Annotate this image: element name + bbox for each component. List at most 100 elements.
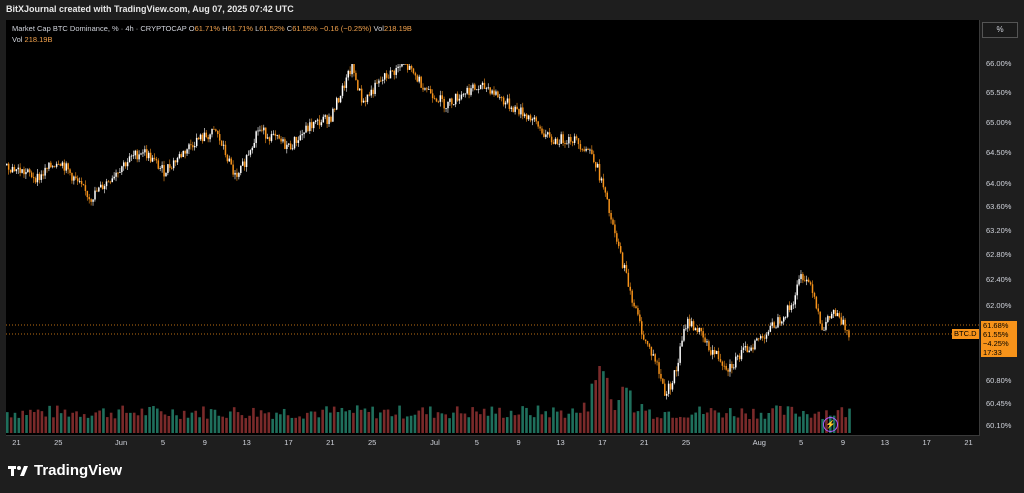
volume-bar [590,383,594,433]
volume-bar [182,410,186,433]
candle-body [270,134,273,141]
candle-body [174,160,177,163]
candle-body [50,162,52,168]
volume-bar [467,417,471,433]
candle-body [834,309,837,317]
volume-bar [44,416,48,433]
volume-bar [105,417,109,433]
candle-body [683,328,685,341]
candle-body [698,327,701,333]
x-tick-label: 9 [840,438,846,447]
candle-body [391,70,394,72]
candle-body [13,166,16,172]
volume-bar [282,408,286,433]
volume-bar [225,417,228,433]
candle-body [140,153,142,155]
volume-bar [609,399,613,433]
volume-bar [6,412,9,433]
volume-bar [329,412,332,433]
candle-body [94,190,96,200]
candle-body [447,101,449,109]
candle-body [76,178,79,182]
candle-body [44,167,46,176]
candle-body [318,119,321,126]
price-axis[interactable]: 66.00% 65.50% 65.00% 64.50% 64.00% 63.60% 63.2… [980,20,1024,435]
candle-body [170,167,173,169]
chart-plot-area[interactable] [6,20,980,436]
candle-body [126,162,129,167]
volume-bar [752,408,755,433]
change-price-tag: −4.25% [981,339,1017,348]
candle-body [706,341,708,343]
volume-bar [117,409,121,433]
x-tick-label: 25 [681,438,691,447]
volume-bar [682,417,686,433]
candle-body [477,89,480,91]
candle-body [433,98,436,99]
candle-body [147,152,150,159]
volume-bar [140,408,144,433]
candle-body [176,158,179,163]
volume-bar [321,409,324,433]
volume-bar [555,411,559,433]
candle-body [606,192,608,200]
x-tick-label: 13 [242,438,251,447]
x-tick-label: 21 [326,438,335,447]
candle-body [46,167,48,169]
candle-body [134,150,137,156]
candle-body [412,68,415,74]
volume-bar [744,413,747,433]
candle-body [823,329,825,331]
candle-body [752,347,754,350]
volume-bar [40,411,44,433]
candle-body [644,339,647,341]
candle-body [800,274,802,280]
candle-body [671,382,674,390]
candle-body [96,190,98,192]
volume-bar [136,415,140,433]
candle-body [6,163,8,166]
candle-body [157,160,160,169]
volume-bar [171,409,174,433]
volume-bar [721,417,724,433]
volume-bar [455,406,459,433]
candle-body [359,88,361,91]
price-chart[interactable] [6,20,979,435]
candle-body [829,316,831,319]
volume-bar [217,415,221,433]
candle-body [616,233,618,242]
volume-bar [817,411,821,433]
volume-bar [9,417,13,433]
volume-bar [759,412,763,433]
y-tick-label: 66.00% [986,59,1012,68]
volume-bar [690,414,694,433]
volume-bar [840,407,844,433]
volume-bar [355,405,359,433]
volume-bar [294,417,298,433]
candle-body [669,383,672,390]
candle-body [224,144,227,156]
time-axis[interactable]: 21 25 Jun 5 9 13 17 21 25 Jul 5 9 13 17 21 25 Aug 5 9 13 17 2… [6,436,979,450]
candle-body [257,130,259,132]
candle-body [731,363,733,369]
candle-body [568,136,570,144]
volume-bar [544,411,548,433]
candle-body [767,331,770,335]
candle-body [9,169,12,173]
lightning-icon[interactable]: ⚡ [823,417,838,432]
candle-body [773,322,775,328]
candle-body [90,199,92,202]
candle-body [103,186,106,190]
volume-bar [655,417,659,433]
candle-body [527,115,530,120]
candle-body [769,325,772,332]
volume-bar [705,412,709,433]
volume-bar [532,417,536,433]
volume-bar [21,410,24,433]
candle-body [121,166,123,173]
volume-bar [640,404,644,433]
volume-bar [63,409,67,433]
candle-body [541,128,543,134]
percent-scale-button[interactable]: % [982,22,1018,38]
volume-bar [375,418,378,433]
